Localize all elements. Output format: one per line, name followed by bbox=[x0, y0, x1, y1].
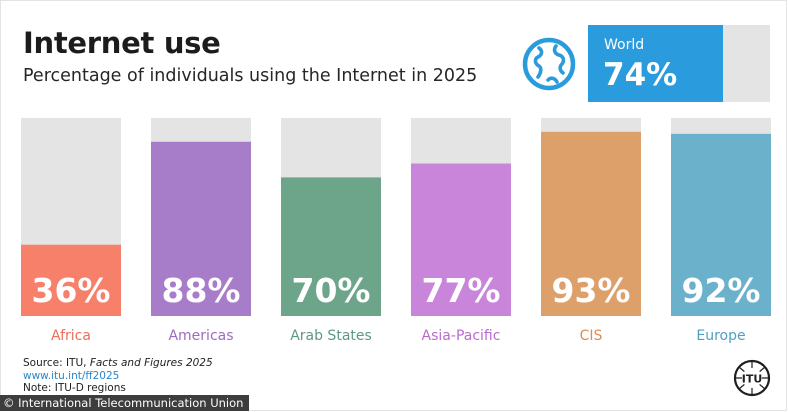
data-label-asia-pacific: 77% bbox=[422, 271, 501, 310]
source-title: Facts and Figures 2025 bbox=[89, 357, 213, 369]
world-bar-fill bbox=[588, 25, 723, 102]
bar-cis bbox=[541, 131, 641, 316]
world-bar-track: World 74% bbox=[588, 25, 770, 102]
itu-logo-icon: ITU bbox=[733, 359, 771, 397]
data-label-cis: 93% bbox=[552, 271, 631, 310]
data-label-africa: 36% bbox=[32, 271, 111, 310]
itu-logo-text: ITU bbox=[742, 373, 763, 386]
chart-title: Internet use bbox=[23, 26, 221, 60]
world-value: 74% bbox=[603, 57, 678, 93]
bar-americas bbox=[151, 141, 251, 316]
source-line: Source: ITU, Facts and Figures 2025 bbox=[23, 357, 213, 369]
category-label-americas: Americas bbox=[168, 328, 233, 344]
copyright-credit: © International Telecommunication Union bbox=[0, 395, 250, 411]
regional-bar-chart: 36% Africa 88% Americas 70% Arab States 77% Asi… bbox=[21, 118, 771, 344]
bar-asia-pacific bbox=[411, 163, 511, 316]
category-label-arab-states: Arab States bbox=[290, 328, 372, 344]
category-label-africa: Africa bbox=[51, 328, 91, 344]
bar-europe bbox=[671, 133, 771, 316]
note-line: Note: ITU-D regions bbox=[23, 382, 126, 394]
category-label-europe: Europe bbox=[696, 328, 745, 344]
chart-subtitle: Percentage of individuals using the Inte… bbox=[23, 66, 478, 86]
bar-africa bbox=[21, 244, 121, 316]
category-label-asia-pacific: Asia-Pacific bbox=[422, 328, 501, 344]
category-label-cis: CIS bbox=[580, 328, 603, 344]
world-label: World bbox=[604, 37, 645, 53]
data-label-arab-states: 70% bbox=[292, 271, 371, 310]
source-link[interactable]: www.itu.int/ff2025 bbox=[23, 370, 120, 382]
data-label-europe: 92% bbox=[682, 271, 761, 310]
data-label-americas: 88% bbox=[162, 271, 241, 310]
globe-icon bbox=[522, 37, 576, 91]
bar-arab-states bbox=[281, 177, 381, 316]
